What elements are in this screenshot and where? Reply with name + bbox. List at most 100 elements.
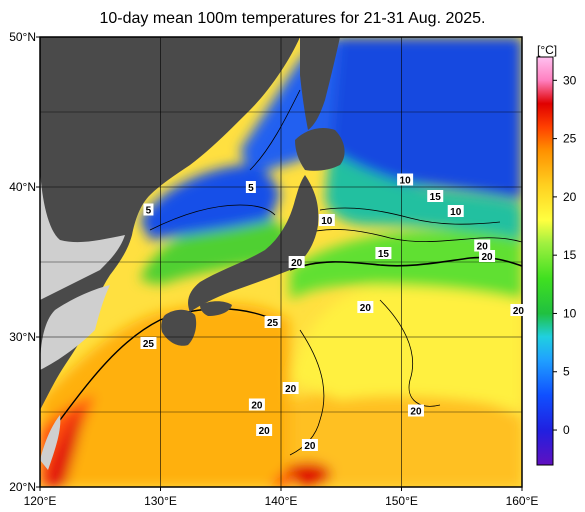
sakhalin [300,37,340,130]
shikoku [200,301,232,316]
contour-label-1: 5 [143,203,154,217]
contour-label-text: 15 [430,192,442,203]
contour-label-box [407,404,424,417]
temperature-field [40,37,522,487]
contour-label-text: 10 [321,216,333,227]
contour-label-text: 20 [251,401,263,412]
warm-region [40,303,290,487]
contour-label-6: 20 [288,256,305,269]
latitude-axis: 20°N 30°N 40°N 50°N [9,30,40,494]
honshu [188,175,319,312]
contour-label-box [474,239,491,252]
lat-tick-label-0: 20°N [9,480,36,494]
hot-spot-w [45,410,82,487]
contour-label-text: 25 [143,339,155,350]
contour-label-text: 5 [146,206,152,217]
contour-label-box [375,247,392,259]
isotherm-20-s [289,329,325,456]
contour-label-box [301,439,318,451]
continent-asia [40,37,300,410]
hokkaido [295,128,345,171]
contour-label-13: 25 [140,337,157,350]
contour-label-box [264,316,281,328]
lon-tick-label-2: 140°E [265,494,298,508]
colorbar-tick-label-3: 15 [563,248,577,262]
cold-region-japan-sea [140,165,280,240]
contour-label-text: 10 [400,176,412,187]
contour-label-text: 20 [304,441,316,452]
colorbar-tick-label-2: 10 [563,306,577,320]
colorbar-unit-label: [°C] [537,43,557,57]
lon-tick-label-3: 150°E [385,494,418,508]
transition-band [290,229,522,300]
contour-label-text: 20 [285,384,297,395]
contour-label-3: 15 [427,190,444,203]
isotherm-25 [59,308,276,421]
contour-label-text: 20 [360,303,372,314]
contour-label-box [140,337,157,349]
contour-label-8: 20 [474,239,491,253]
isotherm-15 [299,229,522,243]
contour-label-box [143,203,154,216]
cool-region [325,150,522,240]
colorbar: [°C] 0 5 10 15 20 25 30 [536,43,577,466]
contour-label-4: 10 [447,205,464,218]
contour-label-9: 20 [479,250,496,263]
lon-tick-label-4: 160°E [506,494,539,508]
colorbar-scale [536,56,554,466]
contour-label-text: 20 [291,258,303,269]
colorbar-tick-label-4: 20 [563,190,577,204]
contour-label-box [282,382,299,394]
contour-label-text: 20 [477,242,489,253]
contour-label-text: 20 [513,306,525,317]
contour-label-text: 5 [248,183,254,194]
warm-region-se [290,385,522,487]
lon-tick-label-1: 130°E [144,494,177,508]
colorbar-tick-label-1: 5 [563,365,570,379]
contour-label-10: 20 [510,304,527,317]
contour-label-box [479,250,496,262]
contour-label-0: 5 [245,181,256,194]
transition-band-west [140,214,290,285]
contour-label-text: 20 [481,252,493,263]
contour-label-box [256,424,273,436]
longitude-axis: 120°E 130°E 140°E 150°E 160°E [24,487,539,508]
hot-spot-s [285,462,331,487]
taiwan [40,415,61,470]
contour-label-text: 15 [378,249,390,260]
colorbar-tick-label-0: 0 [563,423,570,437]
contour-label-box [357,301,374,313]
contour-label-box [447,205,464,217]
contour-label-text: 20 [410,407,422,418]
contour-label-box [245,181,256,193]
contour-label-5: 10 [318,214,335,227]
colorbar-tick-label-5: 25 [563,132,577,146]
contour-label-text: 10 [450,207,462,218]
contour-label-15: 20 [248,398,265,412]
isotherm-5-n [249,89,301,171]
lat-tick-label-3: 50°N [9,30,36,44]
lat-tick-label-2: 40°N [9,180,36,194]
contour-label-box [288,256,305,268]
isotherm-10 [319,207,501,225]
contour-label-11: 20 [357,301,374,314]
contour-label-text: 20 [259,426,271,437]
contour-label-box [397,173,414,186]
contour-label-14: 20 [282,382,299,395]
map-title: 10-day mean 100m temperatures for 21-31 … [99,10,486,27]
colorbar-ticks: 0 5 10 15 20 25 30 [553,73,577,437]
contour-label-box [248,398,265,411]
korea [40,37,125,300]
contour-label-box [318,214,335,226]
contour-label-17: 20 [301,439,318,452]
contour-label-16: 20 [256,424,273,437]
mild-region [290,280,522,410]
contour-label-box [427,190,444,202]
contour-label-box [510,304,527,316]
lat-tick-label-1: 30°N [9,330,36,344]
contour-label-text: 25 [267,318,279,329]
contour-label-18: 20 [407,404,424,418]
contour-label-7: 15 [375,247,392,260]
